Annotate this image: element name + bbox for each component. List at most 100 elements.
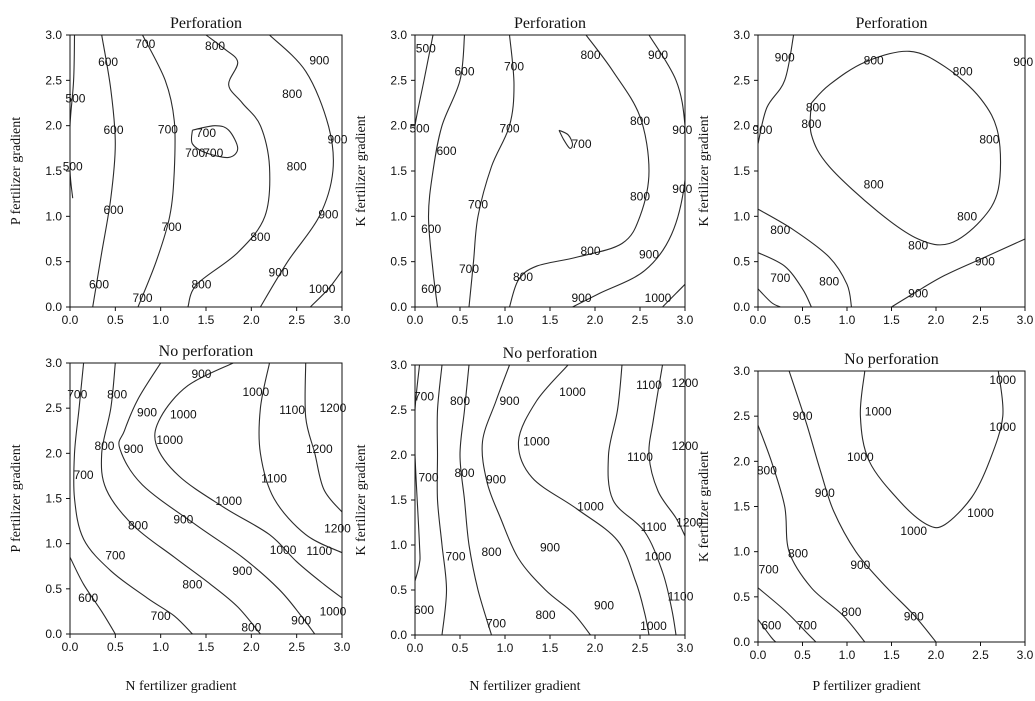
contour-lines (415, 35, 685, 307)
contour-label: 800 (806, 101, 826, 115)
y-tick-label: 3.0 (733, 364, 750, 378)
contour-label: 1000 (900, 524, 927, 538)
y-tick-label: 0.5 (733, 590, 750, 604)
x-tick-label: 2.5 (632, 641, 649, 655)
contour-label: 1000 (559, 385, 586, 399)
contour-label: 1000 (865, 405, 892, 419)
contour-label: 800 (282, 87, 302, 101)
contour-label: 1000 (170, 407, 197, 421)
contour-label: 1000 (847, 450, 874, 464)
contour-label: 800 (630, 114, 650, 128)
contour-label: 1100 (636, 378, 662, 392)
contour-label: 800 (630, 189, 650, 203)
y-tick-label: 1.0 (45, 537, 62, 551)
y-axis-label: K fertilizer gradient (697, 451, 712, 562)
chart-panel-4: No perforation 600 700 700 700 700 800 800 800 80… (9, 343, 351, 694)
x-tick-label: 2.0 (587, 641, 604, 655)
panel-title: Perforation (856, 15, 928, 32)
contour-label: 1000 (270, 543, 297, 557)
contour-label: 800 (864, 178, 884, 192)
x-tick-label: 2.5 (288, 313, 305, 327)
contour-label: 1200 (320, 401, 347, 415)
contour-line-500 (70, 35, 76, 199)
contour-label: 800 (287, 159, 307, 173)
contour-label: 800 (205, 39, 225, 53)
contour-label: 700 (203, 146, 223, 160)
contour-line-800 (758, 252, 812, 307)
contour-label: 900 (904, 610, 924, 624)
x-tick-label: 1.5 (883, 313, 900, 327)
contour-label: 800 (454, 466, 474, 480)
y-tick-label: 2.0 (733, 454, 750, 468)
y-tick-label: 2.5 (733, 73, 750, 87)
x-tick-label: 0.0 (62, 313, 79, 327)
contour-label: 1000 (243, 385, 270, 399)
contour-label: 900 (309, 53, 329, 67)
contour-label: 900 (137, 406, 157, 420)
contour-line-600 (427, 35, 466, 307)
y-tick-label: 2.5 (45, 73, 62, 87)
contour-lines (758, 371, 1004, 642)
y-tick-label: 1.0 (733, 545, 750, 559)
x-tick-label: 3.0 (1017, 313, 1034, 327)
contour-line-900 (758, 208, 853, 307)
contour-label: 800 (535, 608, 555, 622)
contour-label: 700 (105, 548, 125, 562)
panel-title: Perforation (514, 15, 586, 32)
y-tick-label: 0.0 (390, 628, 407, 642)
y-tick-label: 3.0 (45, 356, 62, 370)
contour-label: 1000 (967, 506, 994, 520)
y-tick-label: 2.0 (45, 119, 62, 133)
y-tick-label: 1.5 (733, 164, 750, 178)
contour-label: 900 (232, 564, 252, 578)
contour-label: 700 (151, 609, 171, 623)
y-tick-label: 2.5 (390, 73, 407, 87)
contour-label: 900 (975, 255, 995, 269)
panel-title: Perforation (170, 15, 242, 32)
y-tick-label: 2.0 (733, 119, 750, 133)
x-tick-label: 2.0 (928, 648, 945, 662)
contour-label: 1100 (279, 403, 305, 417)
contour-line-1000 (517, 365, 650, 635)
x-tick-label: 0.0 (407, 313, 424, 327)
chart-panel-2: Perforation 500 500 600 600 600 600 700 700 700 70… (354, 15, 694, 327)
contour-label: 800 (128, 519, 148, 533)
contour-label: 800 (450, 394, 470, 408)
contour-label: 700 (414, 390, 434, 404)
contour-label: 900 (594, 598, 614, 612)
contour-label: 900 (1013, 55, 1033, 69)
contour-label: 600 (98, 55, 118, 69)
panel-title: No perforation (503, 345, 598, 362)
y-tick-label: 3.0 (390, 28, 407, 42)
contour-label: 600 (421, 282, 441, 296)
x-tick-label: 0.0 (62, 640, 79, 654)
x-tick-label: 2.5 (632, 313, 649, 327)
x-tick-label: 0.5 (107, 640, 124, 654)
contour-label: 900 (191, 367, 211, 381)
x-tick-label: 0.5 (107, 313, 124, 327)
contour-line-1000 (859, 371, 1004, 529)
contour-label: 900 (648, 48, 668, 62)
contour-line-1000 (154, 363, 342, 599)
contour-label: 900 (639, 247, 659, 261)
x-tick-label: 1.5 (198, 313, 215, 327)
chart-panel-5: No perforation 600 700 700 700 700 800 800 800 80… (354, 345, 703, 694)
contour-label: 1000 (645, 291, 672, 305)
x-tick-label: 1.0 (152, 313, 169, 327)
x-tick-label: 2.5 (972, 648, 989, 662)
y-tick-label: 0.5 (733, 255, 750, 269)
contour-line-600 (758, 619, 777, 642)
contour-line-1100 (607, 365, 677, 635)
y-tick-label: 1.5 (45, 164, 62, 178)
contour-label: 700 (571, 137, 591, 151)
contour-line-1200 (304, 363, 342, 513)
contour-label: 700 (499, 121, 519, 135)
contour-line-700 (137, 35, 176, 307)
contour-label: 600 (104, 203, 124, 217)
x-tick-label: 1.0 (152, 640, 169, 654)
contour-line-1100 (258, 363, 342, 554)
panel-title: No perforation (159, 343, 254, 360)
x-tick-label: 1.0 (839, 313, 856, 327)
y-tick-label: 1.5 (390, 493, 407, 507)
contour-line-800 (187, 35, 271, 307)
